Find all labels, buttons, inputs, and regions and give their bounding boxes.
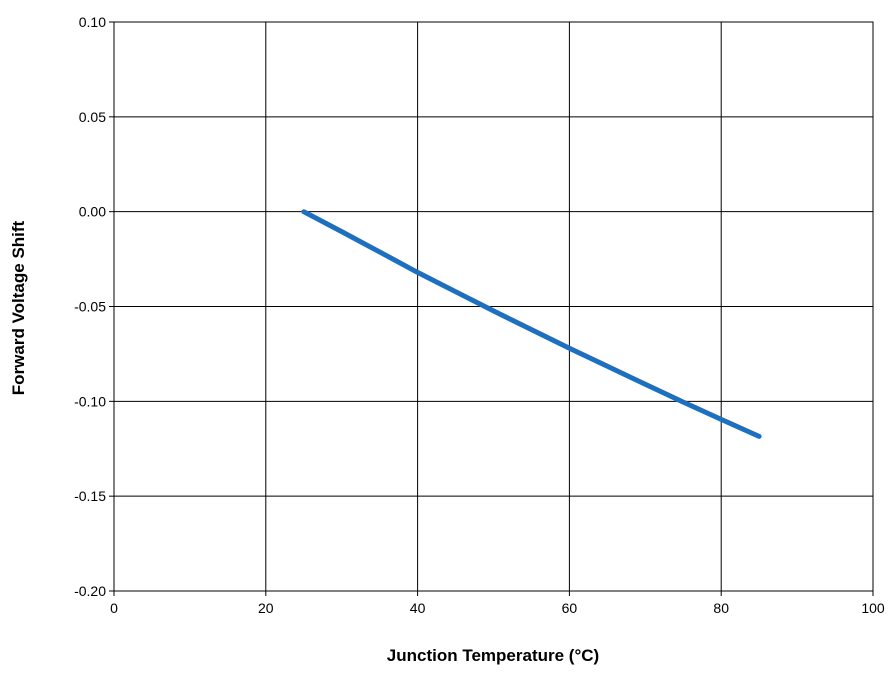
x-tick-label: 0 (110, 600, 118, 616)
y-tick-label: -0.10 (74, 393, 106, 409)
series-line (301, 209, 762, 439)
y-axis-title: Forward Voltage Shift (9, 220, 28, 395)
y-tick-label: -0.15 (74, 488, 106, 504)
x-tick-label: 40 (410, 600, 426, 616)
plot-frame (113, 21, 874, 592)
x-tick-label: 20 (258, 600, 274, 616)
y-tick-label: 0.00 (79, 204, 106, 220)
x-tick-label: 60 (562, 600, 578, 616)
tick-labels: 0 20 40 60 80 100 0.10 0.05 0.00 -0.05 -0.10 -0.15 -… (74, 14, 885, 616)
x-tick-label: 100 (861, 600, 885, 616)
y-tick-label: -0.05 (74, 299, 106, 315)
series-layer (301, 209, 762, 439)
y-tick-label: 0.10 (79, 14, 106, 30)
y-tick-label: 0.05 (79, 109, 106, 125)
x-tick-label: 80 (713, 600, 729, 616)
y-tick-label: -0.20 (74, 583, 106, 599)
grid-lines (113, 21, 874, 592)
x-axis-title: Junction Temperature (°C) (387, 646, 599, 665)
axes (109, 21, 874, 596)
